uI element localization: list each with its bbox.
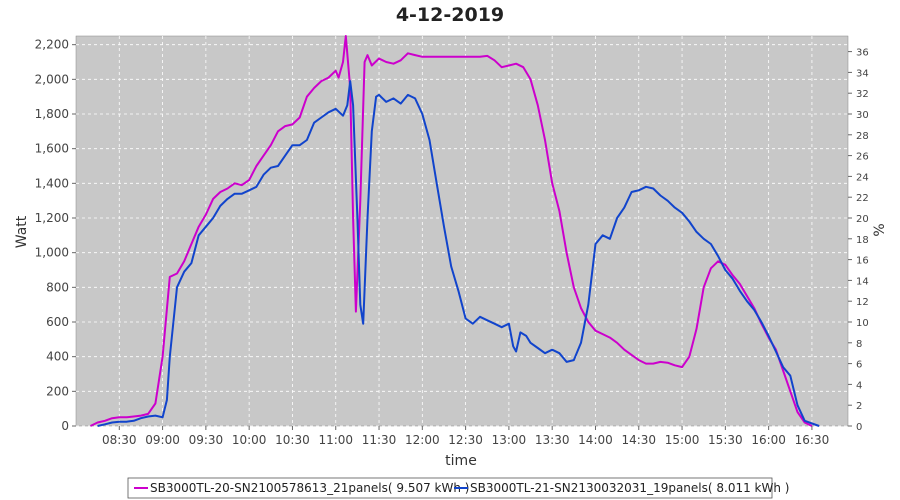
y-tick-label: 800 — [46, 280, 69, 294]
legend: SB3000TL-20-SN2100578613_21panels( 9.507… — [127, 477, 789, 499]
y-tick-label: 1,400 — [35, 176, 69, 190]
y2-tick-label: 30 — [856, 110, 869, 121]
x-tick-label: 11:00 — [318, 433, 353, 447]
x-tick-label: 13:30 — [535, 433, 570, 447]
chart-title: 4-12-2019 — [396, 4, 504, 26]
x-tick-label: 12:30 — [448, 433, 483, 447]
plot-area — [75, 35, 849, 427]
y2-tick-label: 34 — [856, 68, 869, 79]
y-axis-label: Watt — [14, 215, 30, 248]
y-axis-left: 0 200 400 600 800 1,000 1,200 1,400 1,600 1,800 2,… — [35, 38, 76, 433]
y2-tick-label: 22 — [856, 193, 869, 204]
y2-tick-label: 26 — [856, 152, 869, 163]
y-tick-label: 2,200 — [35, 38, 69, 52]
x-tick-label: 14:30 — [621, 433, 656, 447]
legend-label-2: SB3000TL-21-SN2130032031_19panels( 8.011… — [470, 481, 789, 495]
y-tick-label: 1,000 — [35, 246, 69, 260]
y2-tick-label: 24 — [856, 172, 869, 183]
x-tick-label: 15:30 — [708, 433, 743, 447]
series-line-2 — [97, 80, 820, 427]
y2-tick-label: 14 — [856, 276, 869, 287]
y-tick-label: 400 — [46, 350, 69, 364]
x-tick-label: 12:00 — [405, 433, 440, 447]
y2-tick-label: 10 — [856, 318, 869, 329]
x-tick-label: 10:00 — [232, 433, 267, 447]
x-tick-label: 11:30 — [362, 433, 397, 447]
x-tick-label: 16:30 — [795, 433, 830, 447]
y2-tick-label: 28 — [856, 131, 869, 142]
x-tick-label: 10:30 — [275, 433, 310, 447]
x-tick-label: 09:30 — [189, 433, 224, 447]
y2-tick-label: 6 — [856, 360, 862, 371]
y2-tick-label: 2 — [856, 401, 862, 412]
y2-tick-label: 18 — [856, 235, 869, 246]
y-tick-label: 2,000 — [35, 72, 69, 86]
x-tick-label: 15:00 — [665, 433, 700, 447]
x-tick-label: 14:00 — [578, 433, 613, 447]
series-lines — [89, 35, 820, 427]
y2-tick-label: 8 — [856, 339, 862, 350]
y-tick-label: 0 — [61, 419, 69, 433]
y-tick-label: 200 — [46, 384, 69, 398]
y-tick-label: 1,600 — [35, 142, 69, 156]
x-tick-label: 08:30 — [102, 433, 137, 447]
y-tick-label: 1,200 — [35, 211, 69, 225]
y2-tick-label: 0 — [856, 422, 862, 433]
x-axis-label: time — [445, 453, 477, 469]
x-tick-label: 16:00 — [751, 433, 786, 447]
series-line-1 — [89, 35, 813, 427]
grid-lines — [76, 36, 848, 427]
legend-label-1: SB3000TL-20-SN2100578613_21panels( 9.507… — [150, 481, 469, 495]
y2-tick-label: 16 — [856, 256, 869, 267]
y2-tick-label: 12 — [856, 297, 869, 308]
x-axis: 08:30 09:00 09:30 10:00 10:30 11:00 11:30 12:00… — [102, 426, 829, 447]
y2-tick-label: 20 — [856, 214, 869, 225]
legend-box — [127, 477, 773, 499]
x-tick-label: 09:00 — [145, 433, 180, 447]
y-tick-label: 600 — [46, 315, 69, 329]
y2-tick-label: 32 — [856, 89, 869, 100]
y2-axis-label: % — [872, 223, 888, 236]
y2-tick-label: 4 — [856, 380, 862, 391]
y-tick-label: 1,800 — [35, 107, 69, 121]
x-tick-label: 13:00 — [492, 433, 527, 447]
y2-tick-label: 36 — [856, 48, 869, 59]
